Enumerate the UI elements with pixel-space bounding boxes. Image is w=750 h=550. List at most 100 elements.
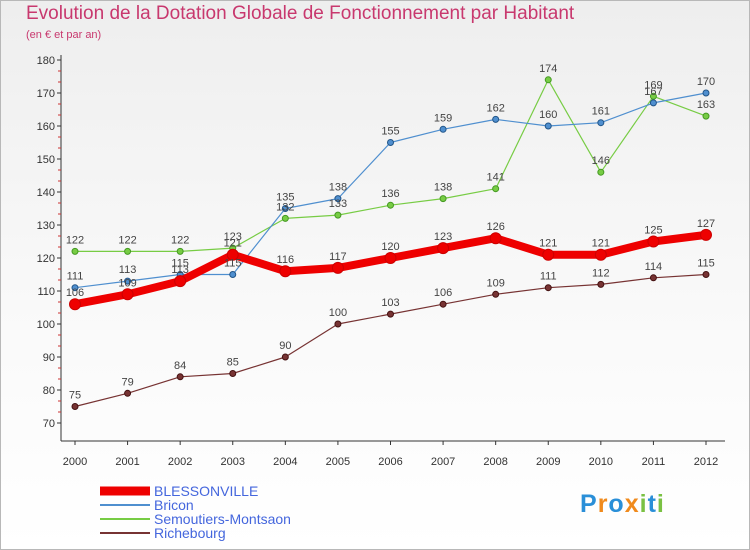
data-point: [439, 300, 447, 308]
data-label: 161: [592, 106, 610, 118]
legend-item: Semoutiers-Montsaon: [100, 511, 360, 527]
data-point: [544, 122, 552, 130]
brand-letter: r: [597, 490, 609, 518]
x-tick-label: 2003: [221, 456, 245, 468]
data-point: [71, 403, 79, 410]
data-point: [124, 247, 132, 255]
x-tick-label: 2010: [589, 456, 613, 468]
x-tick-label: 2000: [63, 456, 87, 468]
x-tick-label: 2011: [642, 456, 666, 468]
data-point: [121, 288, 134, 301]
legend-label: Semoutiers-Montsaon: [154, 511, 291, 527]
data-label: 146: [592, 155, 610, 167]
legend-swatch: [100, 504, 150, 506]
data-label: 138: [329, 182, 347, 194]
data-label: 109: [118, 277, 136, 289]
data-label: 85: [227, 357, 239, 369]
data-label: 126: [486, 221, 504, 233]
data-point: [594, 248, 607, 261]
data-label: 115: [171, 258, 189, 270]
data-point: [597, 280, 605, 288]
y-tick-label: 160: [37, 121, 55, 133]
brand-letter: i: [656, 490, 665, 518]
y-tick-label: 180: [37, 55, 55, 67]
data-label: 123: [434, 231, 452, 243]
data-point: [439, 195, 447, 203]
data-point: [281, 205, 289, 212]
data-label: 113: [171, 264, 189, 276]
data-label: 121: [224, 238, 242, 250]
y-tick-label: 70: [43, 418, 55, 430]
data-label: 125: [644, 225, 662, 237]
data-point: [229, 370, 237, 377]
data-point: [649, 92, 657, 100]
data-point: [69, 298, 81, 311]
legend-item: Richebourg: [100, 525, 360, 541]
y-tick-label: 150: [37, 154, 55, 166]
data-point: [71, 284, 79, 292]
brand-letter: i: [639, 490, 648, 518]
data-label: 169: [644, 79, 662, 91]
x-tick-label: 2012: [694, 456, 718, 468]
y-tick-label: 130: [37, 220, 55, 232]
data-label: 109: [486, 277, 504, 289]
data-point: [542, 248, 555, 261]
data-point: [702, 271, 710, 278]
series-line: [74, 79, 707, 252]
data-point: [492, 185, 500, 193]
y-tick-label: 100: [37, 319, 55, 331]
y-tick-label: 120: [37, 253, 55, 265]
data-label: 111: [540, 271, 557, 283]
data-label: 100: [329, 307, 347, 319]
brand-letter: x: [624, 490, 640, 518]
legend-label: Richebourg: [154, 525, 226, 541]
data-point: [334, 195, 342, 203]
data-point: [492, 290, 500, 298]
brand-logo: Proxiti: [580, 490, 665, 519]
line-chart: 70 80 90 100 110 120 130 140 150 160 170 180 2000 200…: [37, 55, 725, 468]
data-point: [597, 168, 605, 176]
data-point: [544, 76, 552, 84]
data-point: [279, 265, 292, 278]
data-point: [597, 119, 605, 127]
data-point: [334, 211, 342, 219]
data-label: 79: [121, 376, 133, 388]
x-tick-label: 2008: [483, 456, 507, 468]
data-label: 133: [329, 198, 347, 210]
data-point: [384, 252, 397, 264]
data-point: [387, 310, 394, 318]
data-label: 163: [697, 99, 715, 111]
data-point: [647, 235, 660, 248]
data-point: [176, 247, 184, 255]
data-point: [226, 248, 239, 261]
data-label: 112: [592, 267, 610, 279]
brand-letter: t: [647, 490, 657, 518]
x-tick-label: 2001: [115, 456, 139, 468]
data-point: [281, 214, 289, 222]
series-line: [74, 273, 707, 408]
data-label: 115: [697, 258, 715, 270]
y-tick-label: 140: [37, 187, 55, 199]
data-point: [700, 228, 712, 241]
data-point: [387, 139, 394, 146]
data-point: [702, 112, 710, 120]
data-point: [544, 284, 552, 292]
legend-swatch: [100, 486, 150, 496]
data-label: 90: [279, 340, 291, 352]
x-tick-label: 2005: [326, 456, 350, 468]
data-point: [439, 125, 447, 133]
data-label: 122: [171, 234, 189, 246]
series-richebourg: [71, 271, 710, 410]
data-label: 167: [644, 86, 662, 98]
data-label: 135: [276, 192, 294, 204]
data-point: [334, 320, 342, 328]
legend: BLESSONVILLE Bricon Semoutiers-Montsaon Ric…: [100, 483, 360, 541]
data-point: [71, 247, 79, 255]
data-point: [229, 271, 237, 278]
data-point: [649, 274, 657, 282]
data-point: [387, 201, 394, 209]
legend-swatch: [100, 532, 150, 534]
data-label: 84: [174, 360, 186, 372]
chart-subtitle: (en € et par an): [26, 29, 102, 41]
